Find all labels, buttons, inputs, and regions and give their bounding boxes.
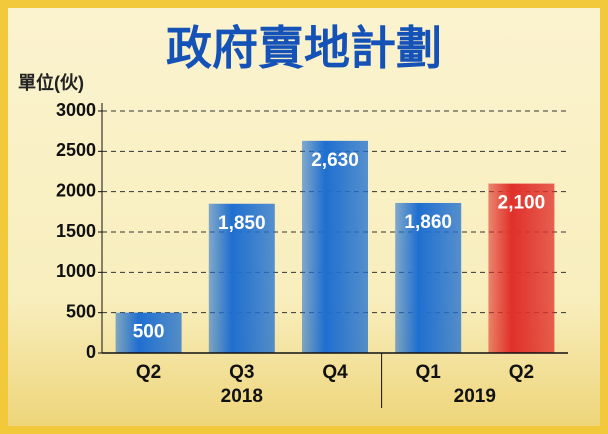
x-tick-label: Q4 — [322, 362, 348, 383]
x-tick-label: Q2 — [509, 362, 534, 383]
y-tick-label: 500 — [66, 301, 96, 321]
bar — [115, 312, 182, 353]
bar — [208, 203, 275, 353]
y-tick-label: 2500 — [56, 140, 96, 160]
bar — [395, 202, 462, 353]
y-axis-label: 單位(伙) — [18, 72, 84, 93]
y-tick-label: 1000 — [56, 261, 96, 281]
bar — [488, 183, 555, 353]
value-label: 2,630 — [311, 150, 359, 171]
value-label: 1,850 — [218, 213, 266, 234]
value-label: 2,100 — [498, 193, 546, 214]
value-label: 500 — [133, 322, 165, 343]
group-label: 2018 — [221, 386, 263, 407]
y-tick-label: 3000 — [56, 100, 96, 120]
y-tick-label: 2000 — [56, 180, 96, 200]
x-tick-label: Q3 — [229, 362, 254, 383]
chart-title: 政府賣地計劃 — [166, 22, 442, 74]
value-label: 1,860 — [404, 212, 452, 233]
x-tick-label: Q1 — [416, 362, 442, 383]
y-tick-label: 1500 — [56, 221, 96, 241]
group-label: 2019 — [454, 386, 496, 407]
y-tick-label: 0 — [86, 342, 96, 362]
x-tick-label: Q2 — [136, 362, 161, 383]
bar — [302, 140, 368, 353]
